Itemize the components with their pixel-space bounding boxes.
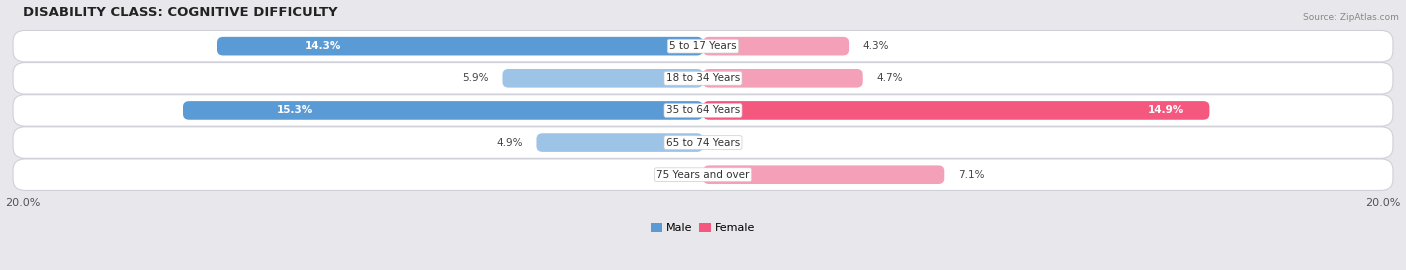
- Legend: Male, Female: Male, Female: [647, 218, 759, 238]
- FancyBboxPatch shape: [13, 31, 1393, 62]
- Text: 75 Years and over: 75 Years and over: [657, 170, 749, 180]
- FancyBboxPatch shape: [13, 63, 1393, 94]
- FancyBboxPatch shape: [703, 101, 1209, 120]
- FancyBboxPatch shape: [217, 37, 703, 55]
- Text: 15.3%: 15.3%: [277, 105, 314, 116]
- Text: Source: ZipAtlas.com: Source: ZipAtlas.com: [1303, 14, 1399, 22]
- FancyBboxPatch shape: [502, 69, 703, 88]
- FancyBboxPatch shape: [183, 101, 703, 120]
- Text: 65 to 74 Years: 65 to 74 Years: [666, 138, 740, 148]
- Text: 0.0%: 0.0%: [717, 138, 742, 148]
- FancyBboxPatch shape: [13, 127, 1393, 158]
- FancyBboxPatch shape: [537, 133, 703, 152]
- Text: DISABILITY CLASS: COGNITIVE DIFFICULTY: DISABILITY CLASS: COGNITIVE DIFFICULTY: [24, 6, 337, 19]
- Text: 5 to 17 Years: 5 to 17 Years: [669, 41, 737, 51]
- Text: 4.7%: 4.7%: [876, 73, 903, 83]
- FancyBboxPatch shape: [703, 166, 945, 184]
- Text: 35 to 64 Years: 35 to 64 Years: [666, 105, 740, 116]
- Text: 14.3%: 14.3%: [305, 41, 340, 51]
- Text: 4.3%: 4.3%: [863, 41, 889, 51]
- Text: 7.1%: 7.1%: [957, 170, 984, 180]
- FancyBboxPatch shape: [703, 37, 849, 55]
- FancyBboxPatch shape: [703, 69, 863, 88]
- FancyBboxPatch shape: [13, 95, 1393, 126]
- Text: 5.9%: 5.9%: [463, 73, 489, 83]
- Text: 18 to 34 Years: 18 to 34 Years: [666, 73, 740, 83]
- Text: 4.9%: 4.9%: [496, 138, 523, 148]
- FancyBboxPatch shape: [13, 159, 1393, 190]
- Text: 14.9%: 14.9%: [1147, 105, 1184, 116]
- Text: 0.0%: 0.0%: [664, 170, 689, 180]
